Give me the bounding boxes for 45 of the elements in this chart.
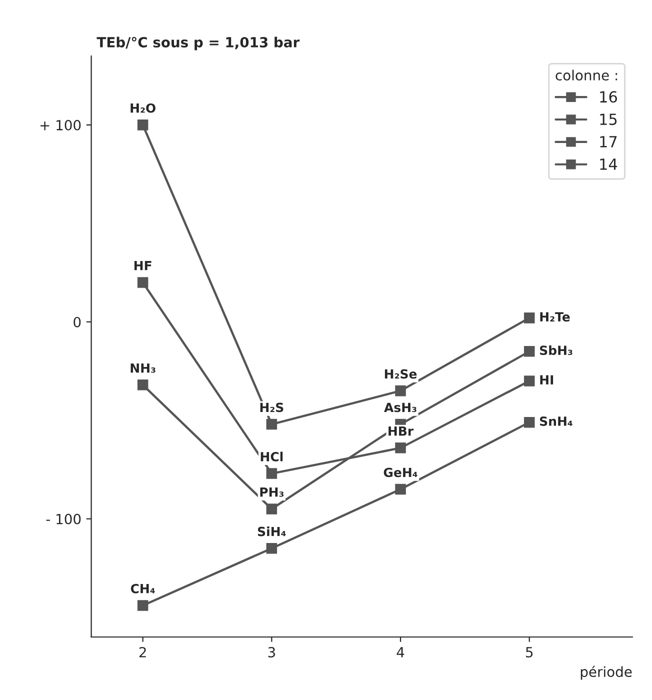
annotation: HBr [388,426,414,436]
legend-label: 15 [600,114,617,126]
point [395,442,406,454]
point [524,416,535,428]
annotation: AsH₃ [384,402,416,412]
annotation: PH₃ [260,488,284,497]
y-tick-label: - 100 [46,514,81,524]
legend-label: 16 [600,91,617,103]
x-tick-label: 2 [139,646,146,658]
point [395,484,406,495]
annotation: H₂O [130,103,156,113]
x-axis-title: période [580,666,632,680]
legend-title: colonne : [556,70,618,80]
point [137,277,148,288]
legend-label: 17 [600,136,617,148]
point [266,468,278,479]
annotation: NH₃ [130,363,156,373]
point [137,120,148,130]
point [266,542,278,554]
y-tick-label: + 100 [40,120,81,130]
y-axis-title: TEb/°C sous p = 1,013 bar [96,36,300,50]
point [266,504,278,514]
point [524,312,535,324]
x-tick-label: 4 [396,647,404,658]
annotation: HCl [260,452,283,462]
annotation: H₂Se [384,369,417,379]
point [266,418,278,430]
point [524,376,535,386]
annotation: HI [540,375,554,384]
annotation: CH₄ [130,584,155,594]
annotation: SbH₃ [540,345,572,356]
point [524,346,535,357]
legend-label: 14 [600,158,618,170]
x-tick-label: 5 [526,647,533,658]
x-tick-label: 3 [268,646,275,658]
annotation: SnH₄ [540,416,572,426]
annotation: HF [134,261,152,270]
annotation: H₂S [260,402,284,412]
y-tick-label: 0 [74,316,81,328]
annotation: GeH₄ [384,468,418,478]
point [137,600,148,611]
point [395,385,406,396]
annotation: SiH₄ [258,526,286,536]
annotation: H₂Te [540,312,570,322]
point [137,380,148,390]
